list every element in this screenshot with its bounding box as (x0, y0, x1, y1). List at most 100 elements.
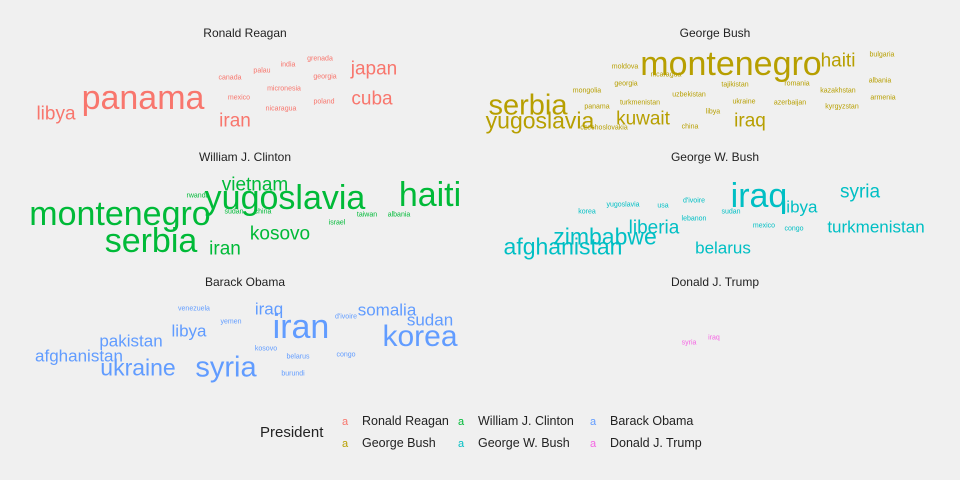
word-mark: yugoslavia (485, 107, 595, 134)
word-mark: armenia (870, 94, 896, 102)
word-mark: mexico (752, 222, 776, 230)
word-mark: tajikistan (721, 81, 749, 89)
word-mark: moldova (611, 63, 639, 71)
word-mark: mexico (227, 94, 251, 102)
word-mark: korea (382, 320, 458, 353)
word-mark: haiti (398, 176, 462, 214)
facet-panel: George Bush montenegro serbia yugoslavia hai… (480, 0, 950, 132)
word-mark: belarus (286, 353, 310, 361)
word-mark: azerbaijan (773, 99, 807, 107)
word-mark: georgia (313, 73, 337, 81)
facet-panel: George W. Bush iraq afghanistan zimbabwe lib… (480, 124, 950, 258)
word-mark: kyrgyzstan (825, 103, 859, 111)
word-mark: montenegro (640, 45, 822, 83)
word-mark: afghanistan (35, 346, 123, 366)
word-mark: china (681, 123, 699, 131)
word-mark: albania (868, 77, 892, 85)
word-mark: burundi (281, 370, 305, 378)
word-mark: congo (784, 225, 804, 233)
legend-key-glyph: a (342, 438, 349, 450)
word-mark: iraq (730, 177, 788, 215)
word-mark: cuba (351, 88, 393, 110)
facet-title: Ronald Reagan (203, 26, 287, 40)
word-mark: yugoslavia (606, 201, 640, 209)
facet-panel: William J. Clinton montenegro serbia yugosl… (10, 124, 480, 259)
word-mark: kosovo (254, 345, 278, 353)
word-mark: ukraine (732, 98, 756, 106)
word-mark: afghanistan (503, 233, 623, 260)
word-mark: panama (584, 103, 610, 111)
word-mark: grenada (307, 55, 333, 63)
legend-key-glyph: a (458, 438, 465, 450)
legend-label: George Bush (362, 436, 436, 450)
facet-panel: Donald J. Trump syria iraq (480, 249, 950, 369)
word-mark: belarus (695, 238, 751, 258)
legend-label: William J. Clinton (478, 414, 574, 428)
word-mark: korea (578, 208, 596, 216)
word-mark: japan (350, 58, 398, 80)
word-mark: iraq (254, 299, 284, 319)
word-mark: romania (784, 80, 810, 88)
legend-item: a George W. Bush (458, 436, 570, 450)
facet-panel: Ronald Reagan panama libya japan cuba iran gre… (10, 0, 480, 131)
word-mark: libya (171, 321, 207, 341)
word-mark: panama (81, 79, 205, 117)
word-mark: zimbabwe (553, 223, 657, 250)
word-mark: canada (218, 74, 242, 82)
word-mark: d'ivoire (683, 197, 705, 205)
word-mark: liberia (628, 217, 680, 239)
facet-title: William J. Clinton (198, 150, 291, 164)
word-mark: libya (782, 197, 818, 217)
word-mark: usa (657, 202, 669, 210)
word-mark: bulgaria (869, 51, 895, 59)
word-mark: vietnam (221, 174, 289, 196)
word-mark: venezuela (178, 305, 210, 313)
word-mark: iran (209, 238, 241, 260)
word-mark: rwanda (186, 192, 210, 200)
word-mark: turkmenistan (619, 99, 661, 107)
legend-key-glyph: a (590, 438, 597, 450)
word-mark: iraq (734, 110, 766, 132)
word-mark: ukraine (100, 354, 176, 381)
word-mark: libya (705, 108, 721, 116)
legend-item: a Donald J. Trump (590, 436, 702, 450)
facet-title: George W. Bush (670, 150, 760, 164)
word-mark: serbia (488, 89, 568, 122)
word-mark: syria (681, 339, 697, 347)
legend-item: a George Bush (342, 436, 436, 450)
word-mark: syria (839, 181, 881, 203)
legend-item: a Ronald Reagan (342, 414, 449, 428)
word-mark: albania (387, 211, 411, 219)
word-mark: kosovo (249, 223, 311, 245)
word-mark: syria (195, 351, 257, 384)
word-mark: congo (336, 351, 356, 359)
word-mark: poland (313, 98, 335, 106)
word-mark: nicaragua (650, 71, 682, 79)
word-mark: serbia (104, 222, 198, 260)
legend-label: Donald J. Trump (610, 436, 702, 450)
legend-label: Barack Obama (610, 414, 694, 428)
word-mark: mongolia (572, 87, 602, 95)
word-mark: czechoslovakia (580, 124, 628, 132)
word-mark: taiwan (356, 211, 378, 219)
legend-key-glyph: a (342, 416, 349, 428)
facet-title: George Bush (679, 26, 751, 40)
word-mark: haiti (820, 50, 856, 72)
word-mark: sudan (224, 208, 244, 216)
word-mark: sudan (721, 208, 741, 216)
word-mark: iran (272, 308, 330, 346)
word-mark: iran (219, 110, 251, 132)
word-mark: lebanon (681, 215, 707, 223)
legend-key-glyph: a (458, 416, 465, 428)
legend-label: Ronald Reagan (362, 414, 449, 428)
word-mark: iraq (708, 334, 720, 342)
word-mark: china (254, 208, 272, 216)
legend-item: a William J. Clinton (458, 414, 574, 428)
word-mark: pakistan (99, 331, 163, 351)
word-mark: sudan (406, 310, 454, 330)
word-mark: nicaragua (265, 105, 297, 113)
facet-panel: Barack Obama iran syria korea ukraine afghani… (10, 249, 480, 382)
word-mark: uzbekistan (672, 91, 706, 99)
facet-title: Barack Obama (204, 275, 286, 289)
legend: President a Ronald Reagan a George Bush a Wil… (260, 410, 730, 460)
